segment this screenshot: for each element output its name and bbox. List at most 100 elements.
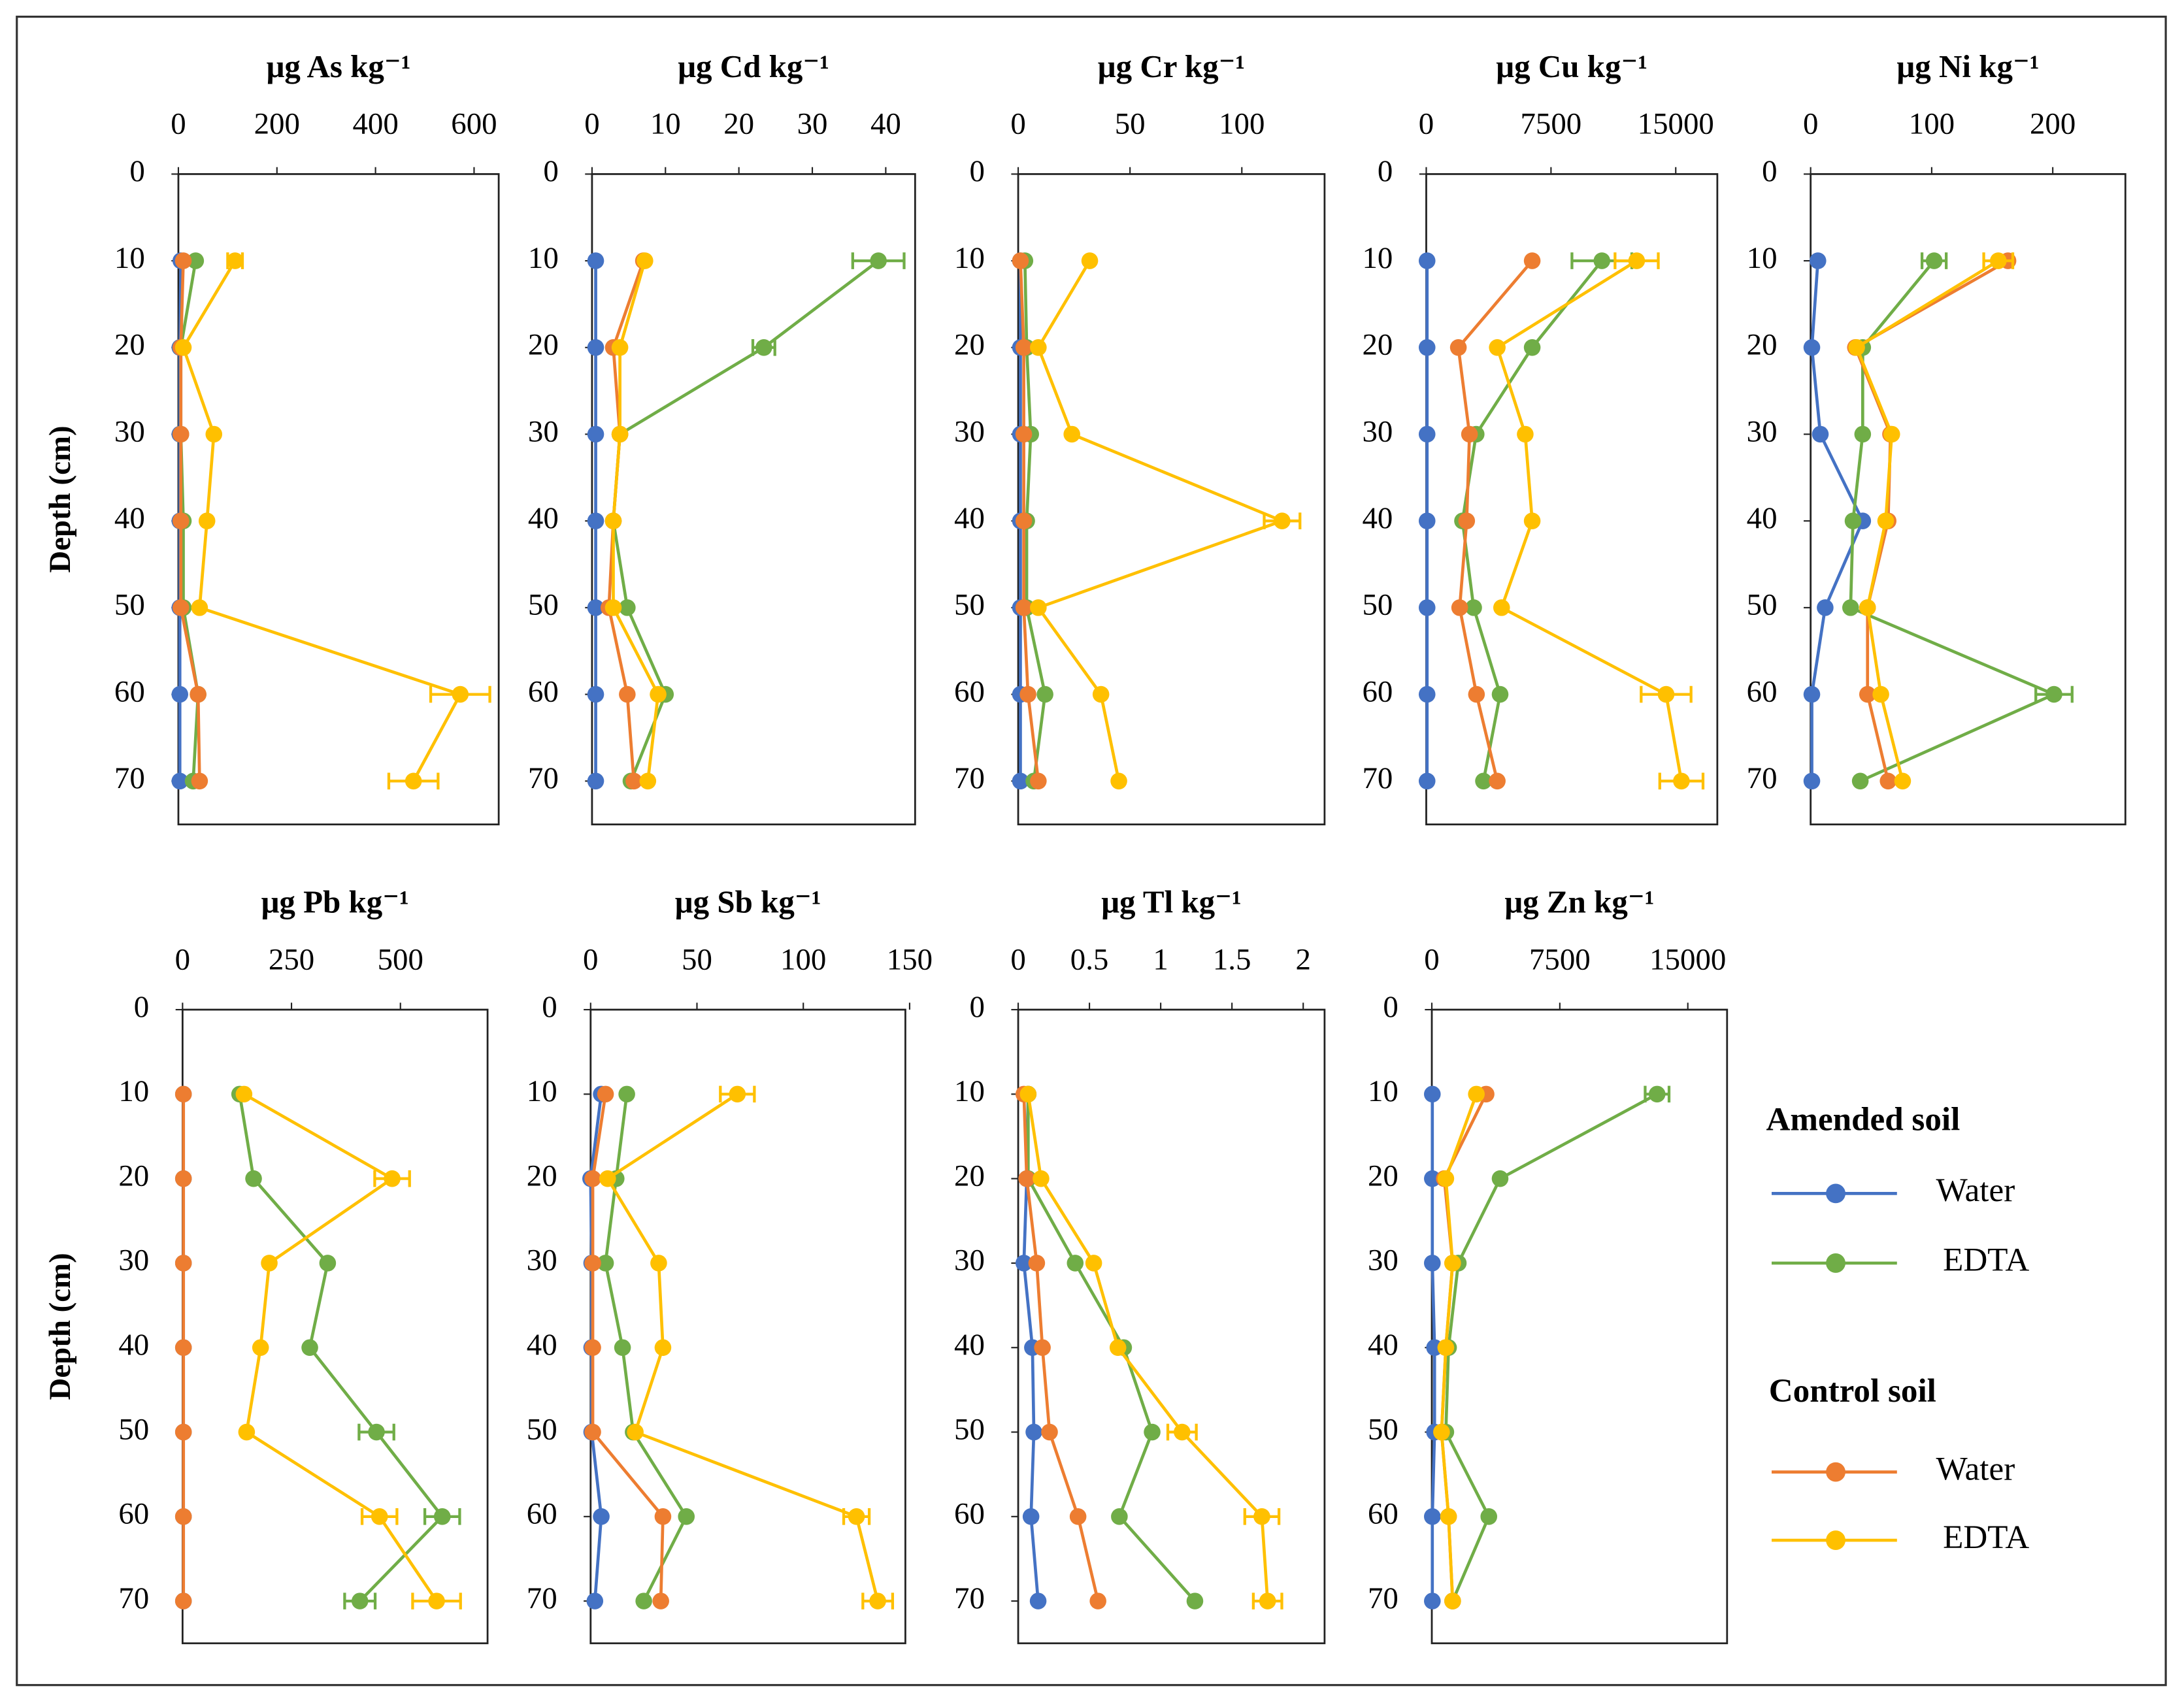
data-point xyxy=(587,685,604,703)
plot-area xyxy=(591,173,916,826)
y-tick-label: 70 xyxy=(527,1581,557,1615)
data-point xyxy=(1418,512,1436,529)
x-tick-label: 250 xyxy=(269,942,314,976)
data-point xyxy=(1063,425,1080,443)
data-point xyxy=(597,1085,614,1103)
y-tick-label: 20 xyxy=(1362,328,1393,362)
panel-title: μg Tl kg⁻¹ xyxy=(1101,883,1242,919)
y-tick-label: 70 xyxy=(114,761,145,795)
y-tick-label: 30 xyxy=(1368,1244,1398,1278)
data-point xyxy=(172,512,190,529)
data-point xyxy=(1440,1508,1457,1525)
data-point xyxy=(238,1423,256,1441)
data-point xyxy=(1015,512,1033,529)
data-point xyxy=(174,1508,192,1525)
y-tick-label: 50 xyxy=(1747,588,1778,622)
y-tick-label: 40 xyxy=(528,501,559,535)
data-point xyxy=(319,1255,337,1272)
data-point xyxy=(1028,1255,1046,1272)
data-point xyxy=(384,1170,401,1187)
data-point xyxy=(171,772,189,790)
y-tick-label: 30 xyxy=(1747,414,1778,448)
plot-area xyxy=(177,173,500,826)
y-tick-label: 10 xyxy=(954,1074,985,1108)
legend-group-title: Control soil xyxy=(1769,1372,1936,1410)
series-line xyxy=(605,1093,880,1602)
y-tick-label: 50 xyxy=(114,588,145,622)
data-point xyxy=(174,1255,192,1272)
data-point xyxy=(618,1085,635,1103)
y-tick-label: 0 xyxy=(1762,154,1777,188)
y-tick-label: 20 xyxy=(1747,328,1778,362)
y-tick-label: 40 xyxy=(114,501,145,535)
data-point xyxy=(1491,1170,1509,1187)
data-point xyxy=(1085,1255,1102,1272)
data-point xyxy=(261,1255,278,1272)
y-tick-label: 70 xyxy=(1747,761,1778,795)
y-tick-label: 40 xyxy=(1747,501,1778,535)
y-tick-label: 60 xyxy=(954,1497,985,1531)
data-point xyxy=(452,685,469,703)
data-point xyxy=(1418,772,1436,790)
data-point xyxy=(619,599,636,616)
y-tick-label: 0 xyxy=(969,990,984,1024)
data-point xyxy=(1842,599,1859,616)
data-point xyxy=(1803,685,1821,703)
y-tick-label: 20 xyxy=(954,328,985,362)
x-tick-label: 0 xyxy=(584,107,599,141)
data-point xyxy=(1491,685,1509,703)
panel-title: μg Sb kg⁻¹ xyxy=(675,883,821,919)
panel-title: μg Cu kg⁻¹ xyxy=(1496,48,1647,84)
y-tick-label: 50 xyxy=(528,588,559,622)
y-tick-label: 0 xyxy=(1378,154,1393,188)
x-tick-label: 20 xyxy=(723,107,754,141)
x-tick-label: 500 xyxy=(378,942,423,976)
series-line xyxy=(238,1093,444,1602)
data-point xyxy=(1034,1339,1051,1357)
data-point xyxy=(174,1339,192,1357)
data-point xyxy=(1036,685,1053,703)
y-tick-label: 0 xyxy=(1383,990,1398,1024)
data-point xyxy=(235,1085,253,1103)
y-tick-label: 40 xyxy=(954,1328,985,1362)
data-point xyxy=(1030,772,1047,790)
data-point xyxy=(368,1423,385,1441)
plot-area xyxy=(1425,173,1719,826)
y-tick-label: 20 xyxy=(528,328,559,362)
frame xyxy=(16,15,2167,1687)
data-point xyxy=(1468,685,1485,703)
x-tick-label: 0 xyxy=(1010,107,1025,141)
data-point xyxy=(1475,772,1492,790)
data-point xyxy=(729,1085,746,1103)
series-line xyxy=(1026,1094,1270,1602)
x-tick-label: 600 xyxy=(451,107,497,141)
y-tick-label: 60 xyxy=(118,1497,149,1531)
legend-marker xyxy=(1826,1462,1845,1482)
data-point xyxy=(1110,772,1127,790)
data-point xyxy=(1030,599,1047,616)
data-point xyxy=(1015,1255,1033,1272)
data-point xyxy=(627,1423,644,1441)
data-point xyxy=(1186,1592,1204,1609)
data-point xyxy=(1458,512,1476,529)
data-point xyxy=(1081,252,1099,269)
y-tick-label: 70 xyxy=(1362,761,1393,795)
data-point xyxy=(1274,512,1291,529)
data-point xyxy=(611,339,629,356)
legend-label: Water xyxy=(1936,1172,2015,1209)
data-point xyxy=(252,1339,269,1357)
data-point xyxy=(1423,1592,1441,1609)
data-point xyxy=(614,1339,631,1357)
data-point xyxy=(587,339,604,356)
data-point xyxy=(1523,252,1541,269)
y-tick-label: 50 xyxy=(954,1412,985,1446)
x-tick-label: 0 xyxy=(171,107,186,141)
data-point xyxy=(1803,339,1821,356)
data-point xyxy=(1444,1255,1461,1272)
data-point xyxy=(1673,772,1690,790)
data-point xyxy=(174,252,192,269)
y-tick-label: 10 xyxy=(1362,241,1393,275)
y-tick-label: 50 xyxy=(1368,1412,1398,1446)
data-point xyxy=(611,425,629,443)
